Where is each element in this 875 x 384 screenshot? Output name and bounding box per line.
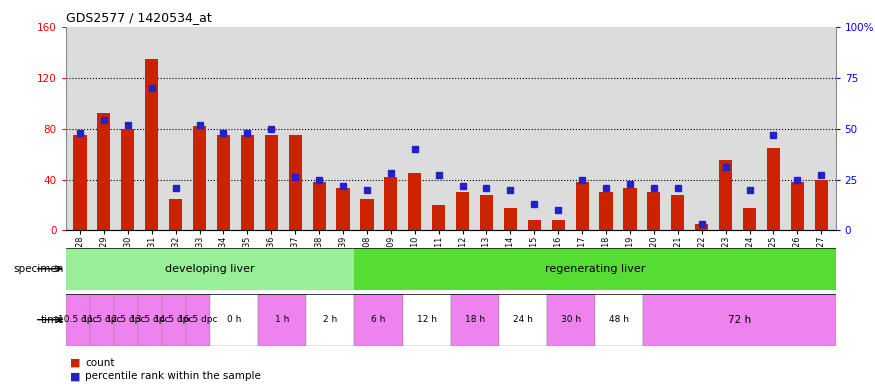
Bar xyxy=(138,294,162,346)
Bar xyxy=(265,135,278,230)
Bar xyxy=(504,207,517,230)
Bar xyxy=(97,113,110,230)
Bar xyxy=(74,135,87,230)
Bar xyxy=(499,294,547,346)
Bar xyxy=(66,294,90,346)
Bar xyxy=(595,294,643,346)
Text: 48 h: 48 h xyxy=(609,315,629,324)
Bar xyxy=(743,207,756,230)
Bar xyxy=(791,182,804,230)
Bar xyxy=(815,180,828,230)
Text: 13.5 dpc: 13.5 dpc xyxy=(130,315,170,324)
Bar xyxy=(528,220,541,230)
Bar xyxy=(643,294,836,346)
Bar xyxy=(169,199,182,230)
Bar xyxy=(408,173,422,230)
Bar xyxy=(312,182,326,230)
Text: 10.5 dpc: 10.5 dpc xyxy=(58,315,97,324)
Text: 12.5 dpc: 12.5 dpc xyxy=(106,315,145,324)
Bar xyxy=(360,199,374,230)
Bar xyxy=(193,126,206,230)
Text: 72 h: 72 h xyxy=(728,314,751,325)
Bar xyxy=(122,129,135,230)
Bar xyxy=(66,248,354,290)
Bar xyxy=(114,294,138,346)
Bar xyxy=(648,192,661,230)
Text: percentile rank within the sample: percentile rank within the sample xyxy=(85,371,261,381)
Bar xyxy=(162,294,186,346)
Bar xyxy=(145,59,158,230)
Text: 16.5 dpc: 16.5 dpc xyxy=(178,315,218,324)
Text: specimen: specimen xyxy=(13,264,64,274)
Text: GDS2577 / 1420534_at: GDS2577 / 1420534_at xyxy=(66,11,212,24)
Bar xyxy=(90,294,114,346)
Bar xyxy=(599,192,612,230)
Text: 18 h: 18 h xyxy=(465,315,485,324)
Text: 12 h: 12 h xyxy=(416,315,437,324)
Text: developing liver: developing liver xyxy=(165,264,255,274)
Bar xyxy=(186,294,210,346)
Bar xyxy=(671,195,684,230)
Bar xyxy=(432,205,445,230)
Bar xyxy=(547,294,595,346)
Text: 30 h: 30 h xyxy=(561,315,581,324)
Text: count: count xyxy=(85,358,115,368)
Text: time: time xyxy=(40,314,64,325)
Text: ■: ■ xyxy=(70,358,80,368)
Bar xyxy=(289,135,302,230)
Text: 1 h: 1 h xyxy=(275,315,290,324)
Bar xyxy=(451,294,499,346)
Text: ■: ■ xyxy=(70,371,80,381)
Bar xyxy=(719,161,732,230)
Bar xyxy=(623,189,636,230)
Bar xyxy=(210,294,258,346)
Bar xyxy=(217,135,230,230)
Text: regenerating liver: regenerating liver xyxy=(545,264,645,274)
Bar xyxy=(306,294,354,346)
Bar xyxy=(402,294,451,346)
Text: 0 h: 0 h xyxy=(227,315,242,324)
Bar xyxy=(384,177,397,230)
Bar xyxy=(456,192,469,230)
Bar xyxy=(258,294,306,346)
Bar xyxy=(576,182,589,230)
Bar xyxy=(241,135,254,230)
Text: 6 h: 6 h xyxy=(371,315,386,324)
Bar xyxy=(695,224,708,230)
Bar xyxy=(337,189,350,230)
Bar xyxy=(354,294,402,346)
Text: 24 h: 24 h xyxy=(513,315,533,324)
Bar xyxy=(766,148,780,230)
Bar xyxy=(354,248,836,290)
Text: 2 h: 2 h xyxy=(323,315,338,324)
Bar xyxy=(551,220,564,230)
Text: 11.5 dpc: 11.5 dpc xyxy=(82,315,122,324)
Bar xyxy=(480,195,494,230)
Text: 14.5 dpc: 14.5 dpc xyxy=(154,315,193,324)
